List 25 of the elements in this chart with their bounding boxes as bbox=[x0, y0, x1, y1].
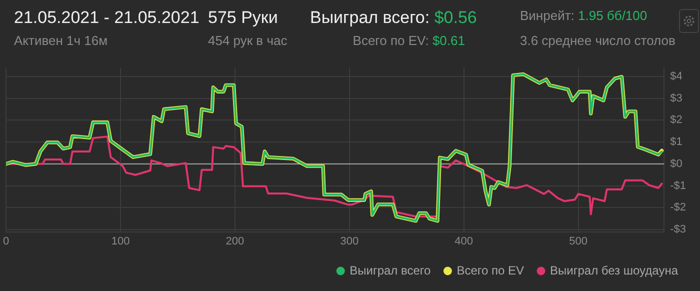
x-tick-label: 200 bbox=[226, 235, 244, 248]
text: Винрейт: 1.95 бб/100 bbox=[520, 8, 648, 23]
y-tick-label: $0 bbox=[670, 158, 682, 170]
y-tick-label: -$1 bbox=[670, 180, 686, 192]
y-tick-label: -$2 bbox=[670, 202, 686, 214]
x-tick-label: 300 bbox=[340, 235, 359, 248]
x-tick-label: 0 bbox=[2, 235, 10, 248]
text: Всего по EV: $0.61 bbox=[352, 33, 465, 48]
y-tick-label: $2 bbox=[670, 114, 682, 126]
x-tick-label: 100 bbox=[111, 235, 130, 248]
text: 454 рук в час bbox=[208, 33, 288, 48]
legend-label: Выиграл без шоудауна bbox=[550, 263, 678, 278]
y-tick-label: $3 bbox=[670, 92, 682, 104]
y-tick-label: $1 bbox=[670, 136, 682, 148]
chart-subtitle: Активен 1ч 16м bbox=[14, 33, 108, 48]
x-tick-label: 400 bbox=[454, 235, 474, 248]
text: Выиграл всего: $0.56 bbox=[310, 8, 477, 28]
x-tick-label: 500 bbox=[569, 235, 588, 248]
text: 575 Руки bbox=[208, 8, 278, 28]
legend-label: Выиграл всего bbox=[350, 263, 432, 278]
y-tick-label: -$3 bbox=[670, 224, 686, 236]
y-tick-label: $4 bbox=[670, 70, 682, 82]
legend-label: Всего по EV bbox=[456, 263, 524, 278]
chart-title: 21.05.2021 - 21.05.2021 bbox=[14, 8, 200, 28]
text: 3.6 среднее число столов bbox=[520, 33, 676, 48]
